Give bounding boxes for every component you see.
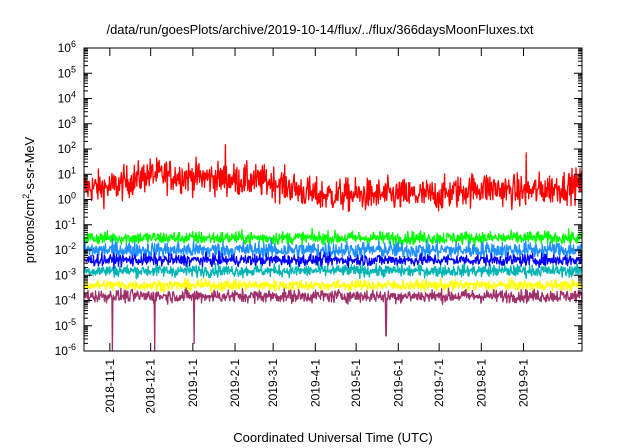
y-tick-label: 10-2 <box>55 241 76 257</box>
series-line <box>83 287 583 352</box>
x-tick-label: 2019-8-1 <box>474 359 488 407</box>
y-tick-label: 101 <box>58 165 76 181</box>
y-tick-label: 105 <box>58 64 76 80</box>
y-axis: 10-6 10-5 10-4 10-3 10-2 10-1 100 101 102 103 104 1… <box>55 39 582 358</box>
y-tick-label: 10-4 <box>55 292 76 308</box>
y-axis-label: protons/cm2-s-sr-MeV <box>21 136 37 263</box>
y-tick-label: 100 <box>58 191 76 207</box>
series-line <box>83 143 583 213</box>
plot-frame <box>83 47 583 352</box>
x-tick-label: 2019-5-1 <box>349 359 363 407</box>
series-line <box>83 250 583 270</box>
y-axis-label-base: protons/cm <box>22 199 37 263</box>
x-tick-label: 2019-2-1 <box>228 359 242 407</box>
chart-title: /data/run/goesPlots/archive/2019-10-14/f… <box>106 22 533 37</box>
x-tick-label: 2019-9-1 <box>516 359 530 407</box>
y-tick-label: 106 <box>58 39 76 55</box>
y-tick-label: 103 <box>58 115 76 131</box>
x-axis-label: Coordinated Universal Time (UTC) <box>233 430 432 445</box>
y-tick-label: 10-6 <box>55 342 76 358</box>
series-line <box>83 277 583 294</box>
x-axis: 2018-11-1 2018-12-1 2019-1-1 2019-2-1 2019-3… <box>103 48 530 414</box>
y-axis-label-sup: 2 <box>21 194 31 199</box>
series-line <box>83 262 583 280</box>
x-tick-label: 2018-11-1 <box>103 359 117 413</box>
x-tick-label: 2018-12-1 <box>144 359 158 414</box>
x-tick-label: 2019-6-1 <box>391 359 405 407</box>
y-tick-label: 102 <box>58 140 76 156</box>
x-tick-label: 2019-4-1 <box>308 359 322 407</box>
y-tick-label: 10-5 <box>55 317 76 333</box>
series-line <box>83 227 583 248</box>
y-tick-label: 10-3 <box>55 266 76 282</box>
x-tick-label: 2019-1-1 <box>186 359 200 407</box>
series-line <box>83 237 583 262</box>
y-tick-label: 10-1 <box>55 216 76 232</box>
x-tick-label: 2019-3-1 <box>266 359 280 407</box>
series-layer <box>83 143 583 352</box>
x-tick-label: 2019-7-1 <box>432 359 446 407</box>
y-axis-label-rest: -s-sr-MeV <box>22 136 37 193</box>
y-tick-label: 104 <box>58 90 76 106</box>
